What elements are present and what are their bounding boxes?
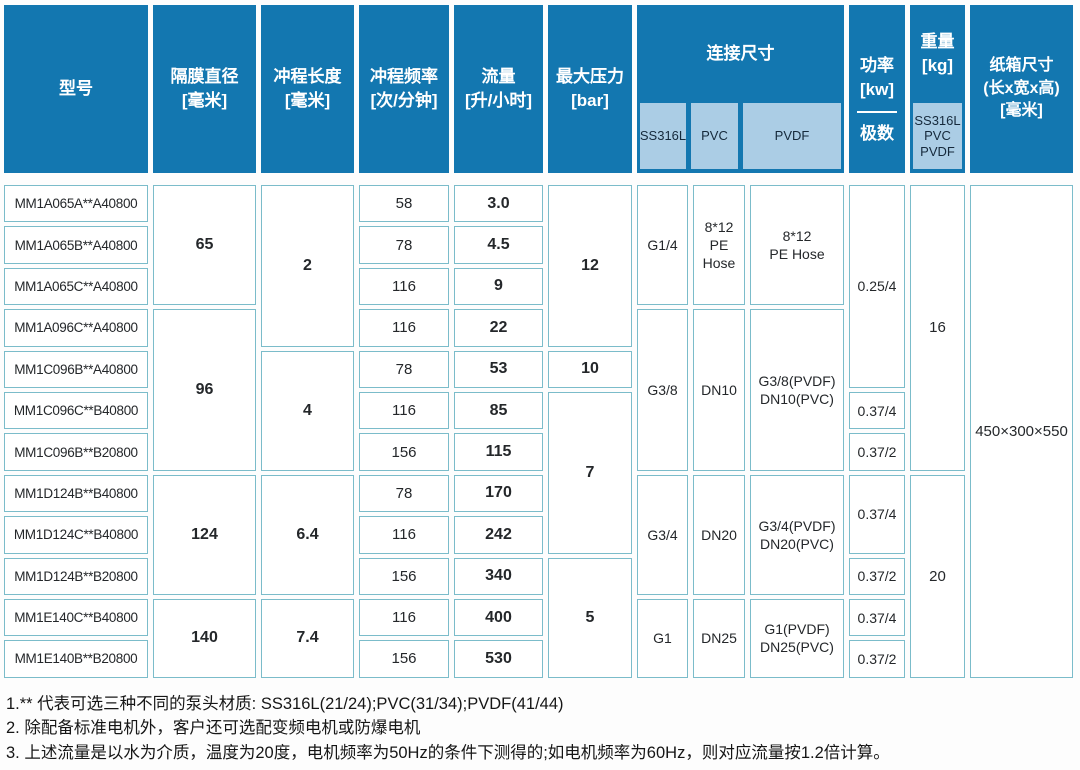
cell-power: 0.25/4 <box>849 185 905 388</box>
cell-conn-pvdf: G1(PVDF) DN25(PVC) <box>750 598 844 678</box>
cell-conn-pvc: DN10 <box>693 309 745 471</box>
cell-flow-rate: 22 <box>454 309 543 347</box>
cell-model: MM1D124C**B40800 <box>4 516 148 554</box>
header-model: 型号 <box>4 5 148 173</box>
cell-max-pressure: 10 <box>548 350 632 388</box>
cell-model: MM1D124B**B40800 <box>4 474 148 513</box>
cell-conn-pvdf: G3/8(PVDF) DN10(PVC) <box>750 309 844 471</box>
cell-flow-rate: 530 <box>454 640 543 678</box>
cell-conn-pvc: DN25 <box>693 598 745 678</box>
cell-stroke-length: 2 <box>261 185 354 347</box>
cell-max-pressure: 7 <box>548 391 632 554</box>
header-connection-label: 连接尺寸 <box>706 44 775 64</box>
cell-power: 0.37/4 <box>849 598 905 637</box>
table-body: MM1A065A**A40800 MM1A065B**A40800 MM1A065C… <box>4 185 1073 678</box>
footnote-3: 3. 上述流量是以水为介质，温度为20度，电机频率为50Hz的条件下测得的;如电… <box>6 744 890 763</box>
subheader-weight-materials: SS316L PVC PVDF <box>913 103 962 169</box>
cell-stroke-length: 4 <box>261 350 354 471</box>
subheader-pvc: PVC <box>691 103 738 169</box>
cell-stroke-length: 7.4 <box>261 598 354 678</box>
cell-stroke-frequency: 78 <box>359 474 449 513</box>
cell-power: 0.37/4 <box>849 391 905 430</box>
header-max-pressure: 最大压力 [bar] <box>548 5 632 173</box>
header-weight-label: 重量 [kg] <box>920 32 955 75</box>
cell-model: MM1C096B**A40800 <box>4 350 148 388</box>
cell-diaphragm-diameter: 124 <box>153 474 256 595</box>
cell-stroke-frequency: 156 <box>359 433 449 471</box>
cell-flow-rate: 115 <box>454 433 543 471</box>
cell-flow-rate: 53 <box>454 350 543 388</box>
footnote-1: 1.** 代表可选三种不同的泵头材质: SS316L(21/24);PVC(31… <box>6 694 564 713</box>
cell-diaphragm-diameter: 96 <box>153 309 256 471</box>
subheader-pvdf: PVDF <box>743 103 841 169</box>
cell-diaphragm-diameter: 140 <box>153 598 256 678</box>
cell-model: MM1C096C**B40800 <box>4 391 148 430</box>
cell-stroke-frequency: 156 <box>359 640 449 678</box>
cell-model: MM1E140C**B40800 <box>4 598 148 637</box>
cell-weight: 20 <box>910 474 965 678</box>
cell-conn-ss316l: G3/4 <box>637 474 688 595</box>
header-carton-size: 纸箱尺寸 (长x宽x高) [毫米] <box>970 5 1073 173</box>
cell-conn-pvc: DN20 <box>693 474 745 595</box>
cell-model: MM1A065C**A40800 <box>4 267 148 306</box>
cell-max-pressure: 5 <box>548 557 632 678</box>
cell-model: MM1E140B**B20800 <box>4 640 148 678</box>
header-connection-size: 连接尺寸 SS316L PVC PVDF <box>637 5 844 173</box>
power-divider-line <box>857 110 897 113</box>
cell-power: 0.37/2 <box>849 640 905 678</box>
cell-stroke-frequency: 78 <box>359 350 449 388</box>
cell-stroke-length: 6.4 <box>261 474 354 595</box>
cell-carton-size: 450×300×550 <box>970 185 1073 678</box>
footnote-2: 2. 除配备标准电机外，客户还可选配变频电机或防爆电机 <box>6 719 421 738</box>
cell-flow-rate: 85 <box>454 391 543 430</box>
header-diaphragm-diameter: 隔膜直径 [毫米] <box>153 5 256 173</box>
cell-model: MM1D124B**B20800 <box>4 557 148 595</box>
cell-max-pressure: 12 <box>548 185 632 347</box>
cell-conn-pvc: 8*12 PE Hose <box>693 185 745 306</box>
header-stroke-length: 冲程长度 [毫米] <box>261 5 354 173</box>
cell-power: 0.37/2 <box>849 557 905 595</box>
cell-flow-rate: 3.0 <box>454 185 543 223</box>
cell-power: 0.37/4 <box>849 474 905 554</box>
cell-stroke-frequency: 116 <box>359 516 449 554</box>
cell-flow-rate: 170 <box>454 474 543 513</box>
cell-model: MM1A065B**A40800 <box>4 226 148 264</box>
cell-flow-rate: 340 <box>454 557 543 595</box>
header-connection-subcolumns: SS316L PVC PVDF <box>637 103 844 173</box>
table-header: 型号 隔膜直径 [毫米] 冲程长度 [毫米] 冲程频率 [次/分钟] 流量 [升… <box>4 5 1073 173</box>
cell-stroke-frequency: 116 <box>359 598 449 637</box>
cell-flow-rate: 9 <box>454 267 543 306</box>
cell-stroke-frequency: 58 <box>359 185 449 223</box>
header-flow-rate: 流量 [升/小时] <box>454 5 543 173</box>
cell-flow-rate: 400 <box>454 598 543 637</box>
cell-conn-pvdf: G3/4(PVDF) DN20(PVC) <box>750 474 844 595</box>
cell-conn-ss316l: G3/8 <box>637 309 688 471</box>
cell-model: MM1A065A**A40800 <box>4 185 148 223</box>
cell-stroke-frequency: 116 <box>359 391 449 430</box>
cell-model: MM1A096C**A40800 <box>4 309 148 347</box>
header-weight: 重量 [kg] SS316L PVC PVDF <box>910 5 965 173</box>
cell-stroke-frequency: 116 <box>359 309 449 347</box>
header-power: 功率 [kw] 极数 <box>849 5 905 173</box>
subheader-ss316l: SS316L <box>640 103 686 169</box>
header-stroke-frequency: 冲程频率 [次/分钟] <box>359 5 449 173</box>
cell-conn-ss316l: G1 <box>637 598 688 678</box>
header-power-label: 功率 [kw] <box>860 56 894 100</box>
cell-diaphragm-diameter: 65 <box>153 185 256 306</box>
cell-stroke-frequency: 78 <box>359 226 449 264</box>
cell-model: MM1C096B**B20800 <box>4 433 148 471</box>
cell-stroke-frequency: 116 <box>359 267 449 306</box>
footnotes: 1.** 代表可选三种不同的泵头材质: SS316L(21/24);PVC(31… <box>6 692 1078 766</box>
cell-conn-pvdf: 8*12 PE Hose <box>750 185 844 306</box>
cell-conn-ss316l: G1/4 <box>637 185 688 306</box>
cell-flow-rate: 242 <box>454 516 543 554</box>
cell-flow-rate: 4.5 <box>454 226 543 264</box>
header-pole-count-label: 极数 <box>860 123 894 143</box>
cell-power: 0.37/2 <box>849 433 905 471</box>
cell-stroke-frequency: 156 <box>359 557 449 595</box>
cell-weight: 16 <box>910 185 965 471</box>
